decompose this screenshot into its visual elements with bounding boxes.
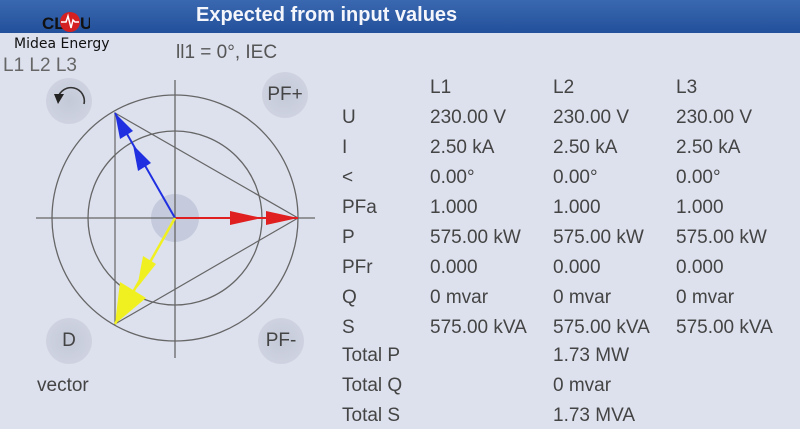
svg-text:CL: CL [42, 14, 65, 33]
phasor-l2-arrow [115, 282, 146, 324]
phase-label: L1 L2 L3 [3, 55, 77, 76]
cell-value: 575.00 kVA [430, 317, 527, 338]
total-label: Total Q [342, 375, 403, 396]
total-value: 0 mvar [553, 375, 612, 396]
cell-value: 0.00° [676, 167, 721, 188]
row-label: S [342, 317, 355, 338]
page-title: Expected from input values [196, 4, 458, 26]
total-value: 1.73 MVA [553, 405, 636, 426]
row-label: < [342, 167, 354, 188]
cell-value: 0 mvar [676, 287, 735, 308]
cell-value: 0.000 [553, 257, 601, 278]
row-label: PFr [342, 257, 373, 278]
vector-label: vector [37, 375, 89, 396]
row-label: I [342, 137, 348, 158]
col-header-l2: L2 [553, 77, 575, 98]
cell-value: 0.000 [430, 257, 478, 278]
row-label: U [342, 107, 356, 128]
cell-value: 575.00 kW [553, 227, 644, 248]
reference-mode: ll1 = 0°, IEC [176, 42, 278, 63]
cell-value: 2.50 kA [430, 137, 495, 158]
cell-value: 1.000 [430, 197, 478, 218]
row-label: Q [342, 287, 357, 308]
cell-value: 1.000 [553, 197, 601, 218]
phasor-diagram [36, 80, 315, 358]
phasor-l1-arrow-inner [230, 211, 262, 225]
cell-value: 230.00 V [553, 107, 630, 128]
cell-value: 0 mvar [553, 287, 612, 308]
phasor-l1-arrow [266, 211, 298, 225]
cell-value: 0.00° [553, 167, 598, 188]
phasor-l3-arrow [115, 113, 133, 139]
cell-value: 2.50 kA [553, 137, 618, 158]
phasor-l3-arrow-inner [133, 145, 151, 171]
cell-value: 575.00 kVA [676, 317, 773, 338]
cell-value: 575.00 kVA [553, 317, 650, 338]
total-value: 1.73 MW [553, 345, 630, 366]
pf-plus-button[interactable]: PF+ [262, 72, 308, 118]
voltage-triangle [114, 111, 300, 326]
total-label: Total S [342, 405, 401, 426]
phasor-l2-arrow-inner [137, 256, 156, 288]
row-label: PFa [342, 197, 377, 218]
row-label: P [342, 227, 355, 248]
cell-value: 2.50 kA [676, 137, 741, 158]
cell-value: 230.00 V [676, 107, 753, 128]
rotate-button[interactable] [46, 78, 92, 124]
cell-value: 1.000 [676, 197, 724, 218]
rotate-icon [54, 86, 86, 105]
col-header-l1: L1 [430, 77, 452, 98]
cell-value: 0 mvar [430, 287, 489, 308]
cell-value: 230.00 V [430, 107, 507, 128]
cell-value: 575.00 kW [676, 227, 767, 248]
cell-value: 0.000 [676, 257, 724, 278]
pf-minus-button[interactable]: PF- [258, 318, 304, 364]
header-bar: Expected from input values [0, 0, 800, 33]
d-button[interactable]: D [46, 318, 92, 364]
logo: CL U [42, 12, 90, 33]
cell-value: 0.00° [430, 167, 475, 188]
svg-text:U: U [80, 14, 90, 33]
total-label: Total P [342, 345, 401, 366]
col-header-l3: L3 [676, 77, 698, 98]
cell-value: 575.00 kW [430, 227, 521, 248]
logo-text: Midea Energy [14, 36, 110, 52]
